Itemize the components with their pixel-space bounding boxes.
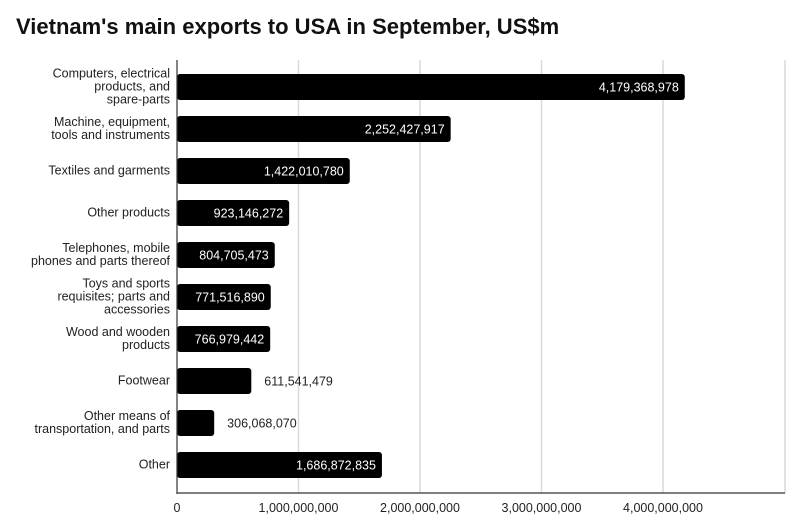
x-tick-label-0: 0 xyxy=(174,501,181,515)
category-label-4: Telephones, mobile phones and parts there… xyxy=(2,242,170,268)
value-label-4: 804,705,473 xyxy=(199,249,269,263)
category-label-6: Wood and wooden products xyxy=(2,326,170,352)
value-label-1: 2,252,427,917 xyxy=(365,123,445,137)
value-label-3: 923,146,272 xyxy=(214,207,284,221)
category-label-line: accessories xyxy=(104,302,170,317)
category-label-line: Textiles and garments xyxy=(48,163,170,178)
category-label-1: Machine, equipment, tools and instruments xyxy=(2,116,170,142)
value-label-0: 4,179,368,978 xyxy=(599,81,679,95)
category-label-line: Other means of xyxy=(83,409,170,423)
category-label-line: products xyxy=(122,338,170,352)
category-label-line: products, and xyxy=(94,79,170,94)
chart-title: Vietnam's main exports to USA in Septemb… xyxy=(16,14,560,39)
category-label-line: transportation, and parts xyxy=(34,422,171,436)
category-label-8: Other means of transportation, and parts xyxy=(2,409,171,436)
bar-3 xyxy=(177,200,290,226)
x-tick-label-4: 4,000,000,000 xyxy=(623,501,703,515)
category-label-7: Footwear xyxy=(2,373,170,388)
category-label-3: Other products xyxy=(2,205,170,220)
category-label-line: Footwear xyxy=(117,373,170,388)
bar-8 xyxy=(177,410,215,436)
category-label-line: requisites; parts and xyxy=(57,289,170,304)
bar-6 xyxy=(177,326,271,352)
bar-1 xyxy=(177,116,451,142)
bar-4 xyxy=(177,242,275,268)
x-tick-label-3: 3,000,000,000 xyxy=(502,501,582,515)
category-label-line: Other xyxy=(138,457,170,472)
category-label-line: spare-parts xyxy=(106,92,170,107)
value-label-7: 611,541,479 xyxy=(264,375,333,389)
bar-2 xyxy=(177,158,350,184)
category-label-line: Telephones, mobile xyxy=(62,241,170,255)
category-label-line: Toys and sports xyxy=(82,276,170,291)
category-label-line: tools and instruments xyxy=(51,128,170,142)
value-label-9: 1,686,872,835 xyxy=(296,459,376,473)
bar-5 xyxy=(177,284,271,310)
category-label-2: Textiles and garments xyxy=(2,163,170,178)
category-label-line: Other products xyxy=(87,205,170,220)
category-label-5: Toys and sports requisites; parts and acce… xyxy=(2,276,170,317)
category-label-line: Computers, electrical xyxy=(52,66,170,81)
bar-9 xyxy=(177,452,382,478)
category-label-line: Wood and wooden xyxy=(65,325,170,339)
category-label-line: Machine, equipment, xyxy=(53,115,170,129)
category-label-line: phones and parts thereof xyxy=(31,254,170,268)
value-label-8: 306,068,070 xyxy=(227,417,297,431)
value-label-2: 1,422,010,780 xyxy=(264,165,344,179)
value-label-5: 771,516,890 xyxy=(195,291,265,305)
x-tick-label-2: 2,000,000,000 xyxy=(380,501,460,515)
x-tick-label-1: 1,000,000,000 xyxy=(259,501,339,515)
bar-7 xyxy=(177,368,252,394)
category-label-0: Computers, electrical products, and spare-… xyxy=(2,66,170,107)
bar-0 xyxy=(177,74,685,100)
category-label-9: Other xyxy=(2,457,170,472)
value-label-6: 766,979,442 xyxy=(195,333,265,347)
